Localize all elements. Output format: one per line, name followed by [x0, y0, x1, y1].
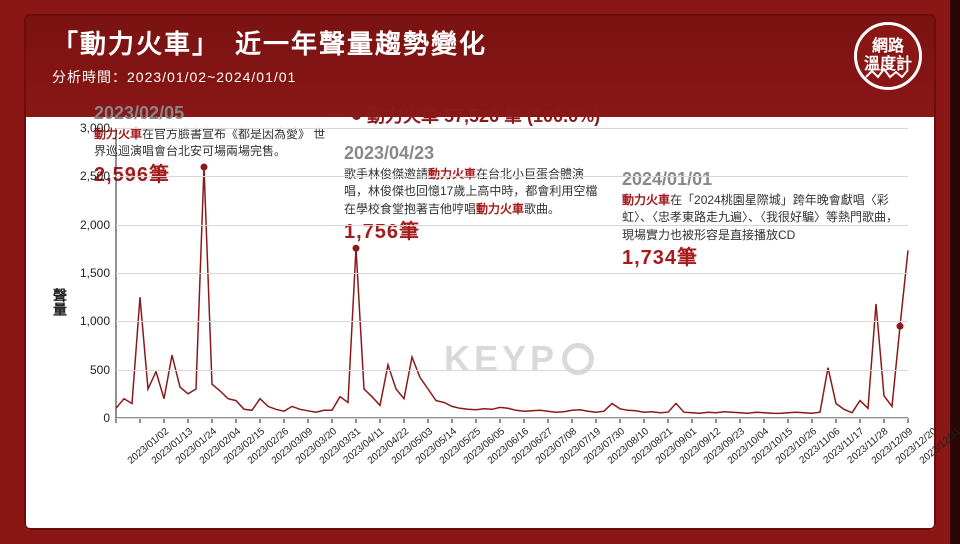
gridline — [116, 225, 908, 226]
analysis-period: 分析時間：2023/01/02~2024/01/01 — [52, 67, 487, 87]
gridline — [116, 176, 908, 177]
gridline — [116, 273, 908, 274]
trend-line — [116, 167, 908, 413]
y-tick-label: 2,500 — [68, 169, 110, 183]
header: 「動力火車」 近一年聲量趨勢變化 分析時間：2023/01/02~2024/01… — [52, 24, 487, 87]
gridline — [116, 321, 908, 322]
logo-line1: 網路 — [872, 38, 904, 56]
y-tick-label: 1,500 — [68, 266, 110, 280]
y-tick-label: 0 — [68, 411, 110, 425]
y-tick-label: 3,000 — [68, 121, 110, 135]
brand-logo: 網路 溫度計 — [854, 22, 922, 90]
line-chart-svg — [24, 118, 936, 530]
gridline — [116, 418, 908, 419]
y-tick-label: 1,000 — [68, 314, 110, 328]
page-title: 「動力火車」 近一年聲量趨勢變化 — [52, 24, 487, 61]
chart-area: 動力火車 57,526 筆 (100.0%) 2023/02/05 動力火車在官… — [24, 118, 936, 530]
y-tick-label: 2,000 — [68, 218, 110, 232]
gridline — [116, 128, 908, 129]
card-frame: 「動力火車」 近一年聲量趨勢變化 分析時間：2023/01/02~2024/01… — [24, 14, 936, 530]
gridline — [116, 370, 908, 371]
y-tick-label: 500 — [68, 363, 110, 377]
right-edge-strip — [950, 0, 960, 544]
logo-wave-icon — [864, 67, 912, 81]
